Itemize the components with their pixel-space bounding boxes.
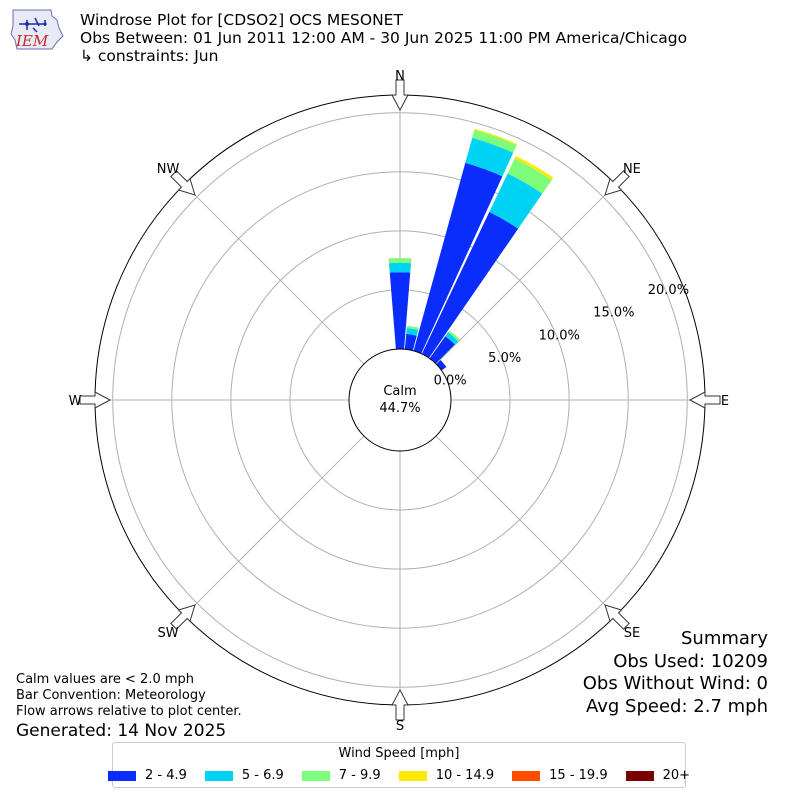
legend-swatch	[301, 770, 330, 781]
title-line-1: Windrose Plot for [CDSO2] OCS MESONET	[80, 11, 403, 29]
flow-arrow-icon	[604, 170, 630, 196]
generated-date: Generated: 14 Nov 2025	[16, 721, 227, 741]
direction-label: SE	[624, 626, 640, 641]
legend-item: 5 - 6.9	[204, 768, 284, 783]
summary-heading: Summary	[681, 628, 768, 649]
windrose-bar-segment	[436, 360, 447, 371]
legend-item: 2 - 4.9	[107, 768, 187, 783]
windrose-bar-segment	[448, 330, 460, 341]
direction-label: N	[395, 69, 405, 84]
summary-block: Summary Obs Used: 10209 Obs Without Wind…	[583, 628, 768, 718]
windrose-bar-segment	[474, 128, 518, 146]
windrose-bar-segment	[388, 258, 412, 264]
calm-ring	[348, 348, 452, 452]
legend-swatch	[625, 770, 654, 781]
radial-tick-label: 0.0%	[434, 373, 467, 388]
windrose-bar-segment	[389, 272, 411, 350]
radial-tick-label: 10.0%	[539, 328, 580, 343]
calm-circle: Calm 44.7%	[348, 348, 452, 452]
windrose-bar-segment	[465, 137, 514, 177]
chart-title: Windrose Plot for [CDSO2] OCS MESONET Ob…	[80, 11, 687, 65]
legend-swatch	[512, 770, 541, 781]
windrose-bar-segment	[429, 336, 455, 364]
title-line-3: ↳ constraints: Jun	[80, 47, 219, 65]
obs-without-wind: Obs Without Wind: 0	[582, 673, 768, 694]
arrow-note: Flow arrows relative to plot center.	[16, 704, 242, 719]
windrose-bar-segment	[489, 173, 543, 229]
windrose-bar-segment	[421, 211, 519, 359]
grid-spoke	[435, 435, 617, 617]
grid-spoke	[183, 435, 365, 617]
legend-label: 5 - 6.9	[241, 768, 284, 783]
legend-title: Wind Speed [mph]	[338, 746, 460, 761]
flow-arrow-icon	[604, 604, 630, 630]
legend-item: 7 - 9.9	[301, 768, 381, 783]
legend-swatch	[204, 770, 233, 781]
windrose-bar-segment	[406, 325, 419, 331]
direction-label: E	[721, 394, 729, 409]
calm-value: 44.7%	[379, 401, 420, 416]
windrose-bar-segment	[472, 129, 517, 153]
flow-arrow-icon	[170, 604, 196, 630]
flow-arrows	[79, 79, 721, 721]
svg-text:IEM: IEM	[15, 32, 49, 50]
direction-label: NE	[623, 162, 641, 177]
legend-label: 15 - 19.9	[549, 768, 608, 783]
windrose-bar-segment	[514, 155, 554, 181]
legend-swatch	[107, 770, 136, 781]
legend-label: 10 - 14.9	[435, 768, 495, 783]
direction-label: NW	[157, 162, 180, 177]
radial-tick-label: 15.0%	[593, 306, 634, 321]
chart-labels: N NE E SE S SW W NW 0.0% 5.0% 10.0% 15.0% 20.0%	[69, 69, 730, 734]
legend-label: 7 - 9.9	[338, 768, 381, 783]
legend-label: 20+	[662, 768, 691, 783]
flow-arrow-icon	[79, 391, 112, 409]
calm-label: Calm	[383, 384, 416, 399]
windrose-bar-segment	[507, 158, 552, 194]
flow-arrow-icon	[170, 170, 196, 196]
direction-label: S	[396, 719, 404, 734]
legend: Wind Speed [mph] 2 - 4.9 5 - 6.9 7 - 9.9 10…	[107, 742, 690, 788]
bar-convention: Bar Convention: Meteorology	[16, 688, 206, 703]
windrose-bar-segment	[404, 333, 417, 351]
chart-notes: Calm values are < 2.0 mph Bar Convention…	[16, 672, 242, 742]
windrose-bar-segment	[413, 162, 503, 354]
grid-spoke	[435, 183, 617, 365]
legend-label: 2 - 4.9	[144, 768, 187, 783]
avg-speed: Avg Speed: 2.7 mph	[586, 695, 768, 717]
iem-logo: IEM	[5, 6, 65, 51]
flow-arrow-icon	[391, 79, 409, 112]
legend-item: 10 - 14.9	[398, 768, 495, 783]
windrose-bar-segment	[445, 332, 459, 345]
calm-definition: Calm values are < 2.0 mph	[16, 672, 195, 687]
windrose-bar-segment	[388, 262, 412, 273]
windrose-bar-segment	[406, 328, 419, 336]
title-line-2: Obs Between: 01 Jun 2011 12:00 AM - 30 J…	[80, 29, 688, 47]
grid-spoke	[183, 183, 365, 365]
direction-label: SW	[158, 626, 179, 641]
flow-arrow-icon	[688, 391, 721, 409]
radial-tick-label: 5.0%	[488, 351, 521, 366]
radial-tick-label: 20.0%	[648, 283, 689, 298]
legend-item: 20+	[625, 768, 691, 783]
flow-arrow-icon	[391, 688, 409, 721]
legend-swatch	[398, 770, 427, 781]
obs-used: Obs Used: 10209	[613, 650, 768, 672]
direction-label: W	[69, 394, 82, 409]
legend-items: 2 - 4.9 5 - 6.9 7 - 9.9 10 - 14.9 15 - 19.9 2…	[107, 768, 690, 783]
legend-item: 15 - 19.9	[512, 768, 608, 783]
windrose-bars	[388, 128, 554, 371]
